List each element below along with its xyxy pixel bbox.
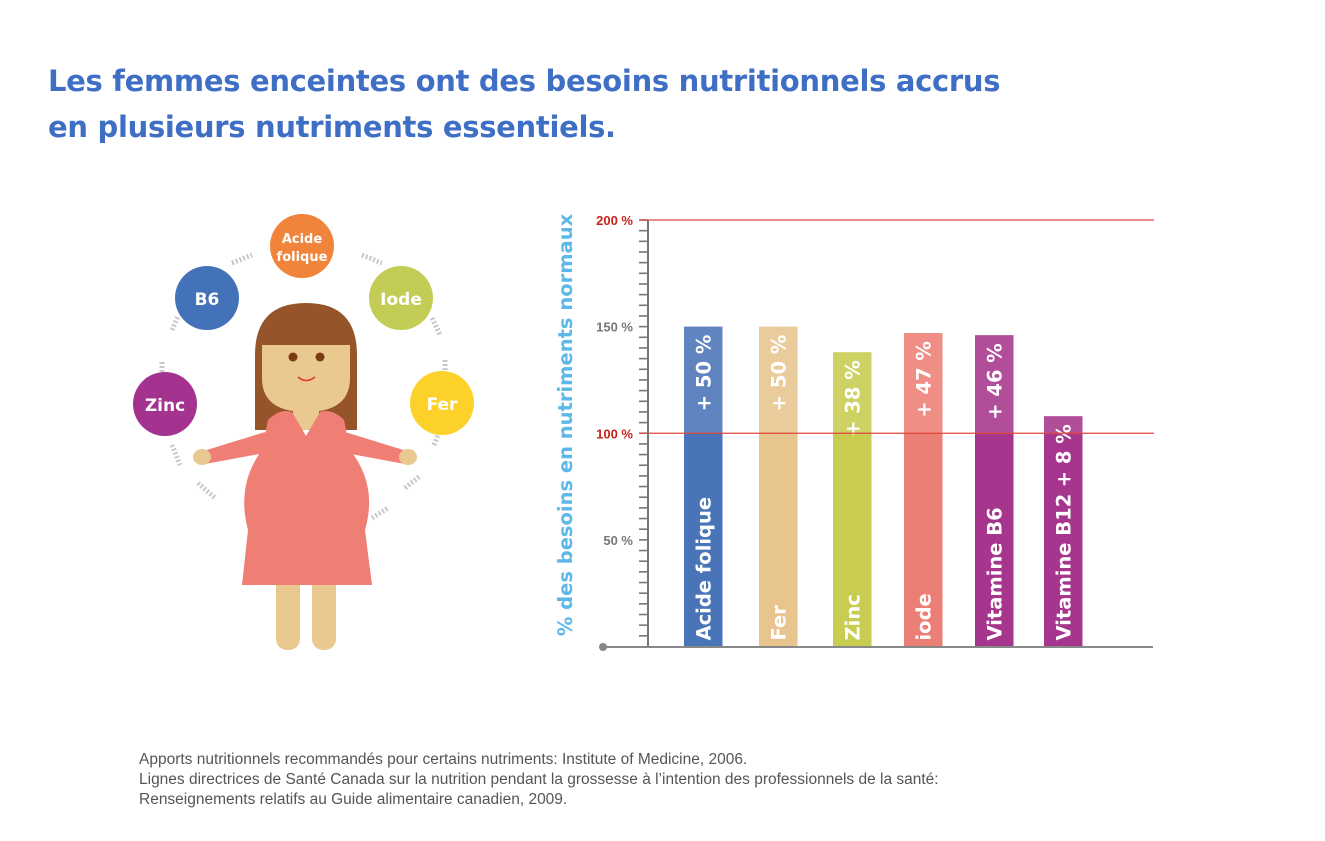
bar (684, 326, 723, 647)
bar-category-label: Vitamine B12 (1052, 494, 1075, 641)
bar-above-100-highlight (904, 333, 943, 434)
bar-category-label: iode (912, 593, 935, 640)
y-tick-label: 50 % (603, 533, 633, 548)
bar-chart: % des besoins en nutriments normaux 200 … (554, 213, 1154, 651)
bubble-acide-folique (270, 214, 334, 278)
bar (1044, 416, 1083, 647)
bars: Acide folique + 50 % Fer + 50 % Zinc + 38 % io… (684, 326, 1083, 647)
footnote-line-1: Apports nutritionnels recommandés pour c… (139, 751, 748, 768)
y-tick-label: 200 % (596, 213, 633, 228)
bubble-zinc (133, 372, 197, 436)
bar-data-label: + 38 % (841, 360, 864, 437)
title-line-2: en plusieurs nutriments essentiels. (48, 110, 616, 144)
y-tick-label: 100 % (596, 426, 633, 441)
bar (904, 333, 943, 647)
bar-data-label: + 47 % (912, 341, 935, 418)
bar-data-label: + 46 % (983, 343, 1006, 420)
bar-category-label: Fer (767, 605, 790, 641)
bubble-b6 (175, 266, 239, 330)
bar (833, 352, 872, 647)
bar-category-label: Zinc (841, 594, 864, 640)
bubble-zinc-label: Zinc (145, 396, 185, 416)
bubble-fer (410, 371, 474, 435)
y-axis-ticks (639, 219, 648, 637)
bar-data-label: + 50 % (767, 335, 790, 412)
bar-above-100-highlight (684, 326, 723, 434)
reference-lines (640, 219, 1154, 434)
page-title: Les femmes enceintes ont des besoins nut… (48, 58, 1001, 150)
bar-above-100-highlight (975, 335, 1014, 434)
bubble-acide-folique-label-1: Acide (282, 232, 323, 247)
bar (975, 335, 1014, 647)
title-line-1: Les femmes enceintes ont des besoins nut… (48, 64, 1001, 98)
bar-above-100-highlight (1044, 416, 1083, 434)
axis-origin-dot (599, 643, 607, 651)
bar-data-label: + 8 % (1052, 424, 1075, 487)
footnote-line-3: Renseignements relatifs au Guide aliment… (139, 791, 568, 808)
pregnant-woman-illustration: Acide folique B6 Iode Zinc Fer (133, 214, 474, 650)
footnote: Apports nutritionnels recommandés pour c… (139, 750, 939, 810)
bubble-b6-label: B6 (195, 290, 220, 310)
bar-category-label: Vitamine B6 (983, 507, 1006, 640)
y-tick-label: 150 % (596, 320, 633, 335)
bar-data-label: + 50 % (692, 335, 715, 412)
y-axis-tick-labels: 200 % 150 % 100 % 50 % (596, 213, 633, 548)
bubble-iode-label: Iode (380, 290, 422, 310)
bubble-fer-label: Fer (427, 395, 458, 415)
bubble-iode (369, 266, 433, 330)
bubble-acide-folique-label-2: folique (277, 250, 328, 265)
bar-above-100-highlight (833, 352, 872, 434)
footnote-line-2: Lignes directrices de Santé Canada sur l… (139, 771, 939, 788)
bar-category-label: Acide folique (692, 497, 715, 641)
y-axis-label: % des besoins en nutriments normaux (554, 213, 577, 636)
bar-above-100-highlight (759, 326, 798, 434)
bar (759, 326, 798, 647)
